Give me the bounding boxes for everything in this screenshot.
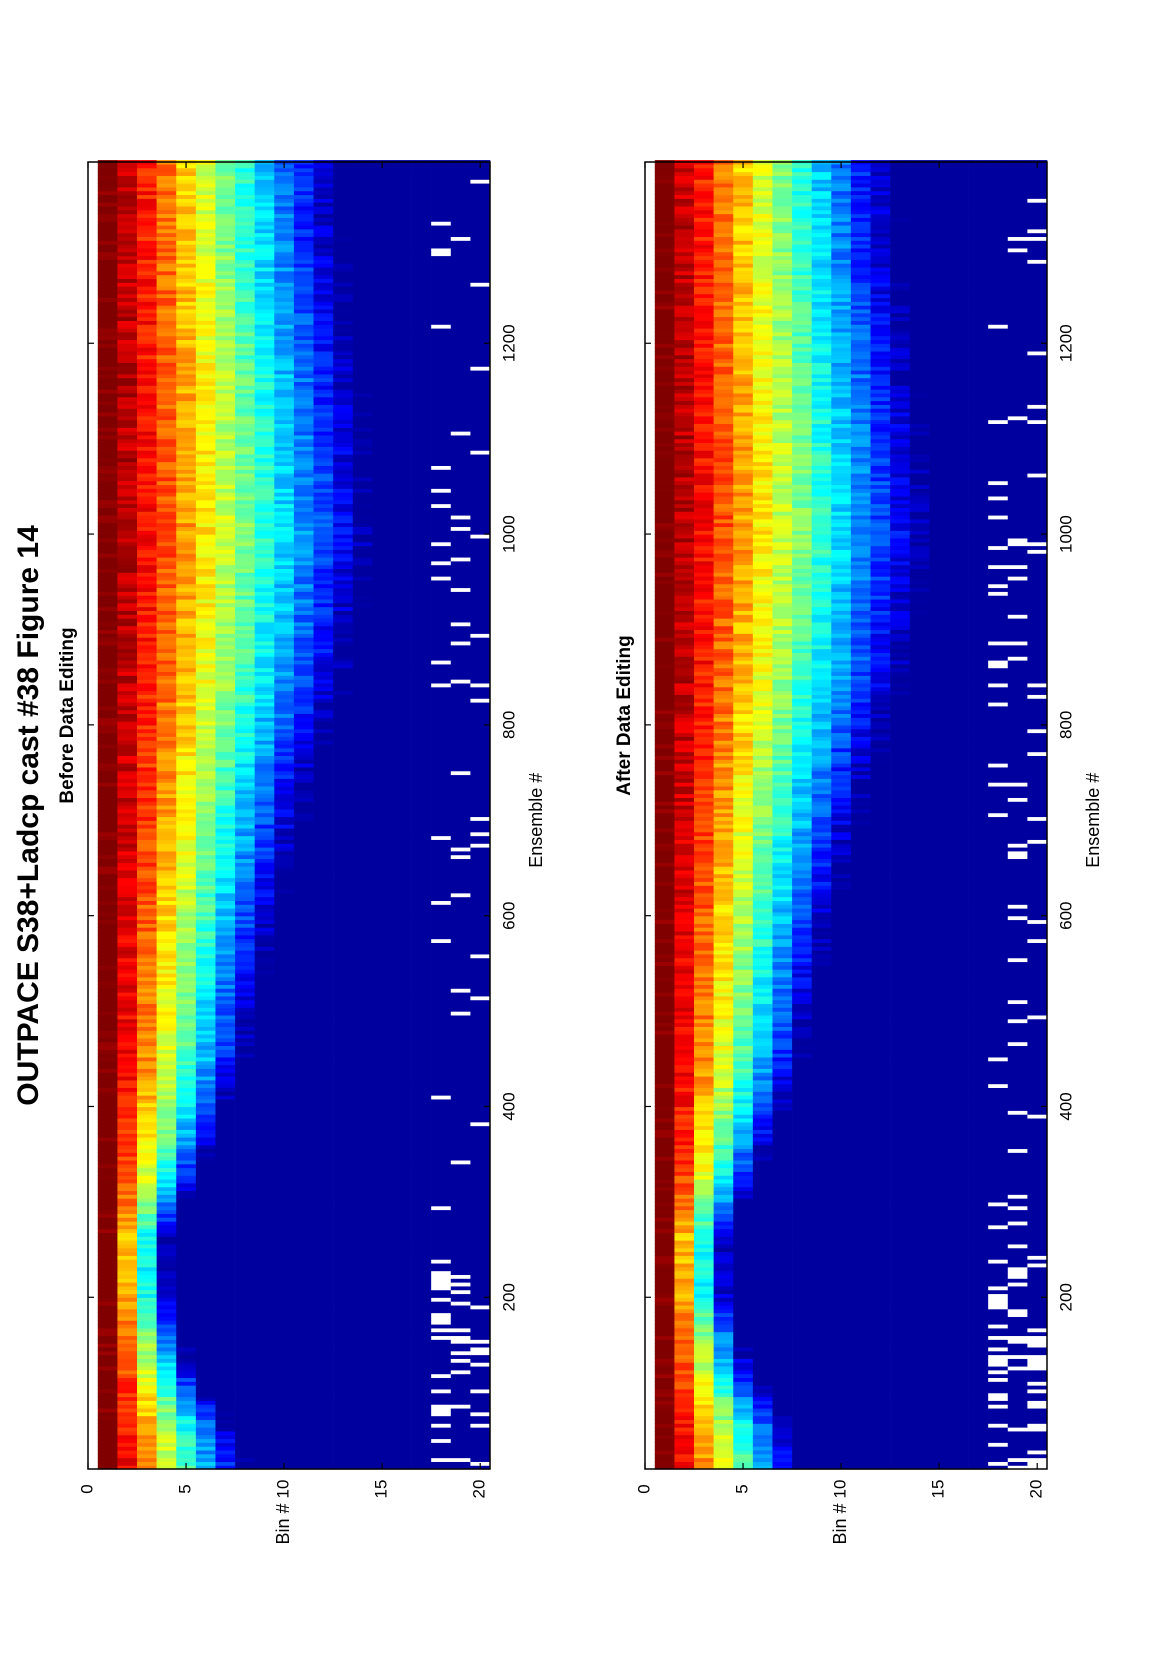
x-tick-label: 1000 bbox=[1056, 515, 1075, 553]
x-tick-label: 800 bbox=[499, 711, 518, 739]
panel-title: Before Data Editing bbox=[57, 627, 78, 803]
panel-after-editing: After Data Editing 20040060080010001200 … bbox=[614, 160, 1103, 1545]
x-tick-label: 1200 bbox=[1056, 324, 1075, 362]
x-axis-ticks: 200 400 600 800 1000 1200 bbox=[88, 324, 518, 1311]
y-axis-ticks: 0 5 10 15 20 bbox=[77, 162, 489, 1499]
heatmap-image bbox=[645, 160, 1048, 1470]
y-tick-label: 5 bbox=[176, 1484, 195, 1493]
x-axis-label: Ensemble # bbox=[1083, 773, 1103, 868]
y-axis-ticks: 0 5 10 15 20 bbox=[634, 162, 1046, 1499]
plot-frame bbox=[644, 161, 1048, 1470]
x-tick-label: 400 bbox=[499, 1092, 518, 1120]
x-tick-label: 600 bbox=[499, 901, 518, 929]
y-tick-label: 20 bbox=[1027, 1480, 1046, 1499]
figure-title: OUTPACE S38+Ladcp cast #38 Figure 14 bbox=[12, 525, 45, 1106]
panel-before-editing: Before Data Editing 20040060080010001200… bbox=[57, 160, 546, 1545]
y-axis-label: Bin # bbox=[273, 1503, 293, 1544]
x-tick-label: 200 bbox=[499, 1283, 518, 1311]
x-tick-label: 1200 bbox=[499, 324, 518, 362]
y-tick-label: 15 bbox=[372, 1480, 391, 1499]
x-tick-label: 200 bbox=[1056, 1283, 1075, 1311]
y-tick-label: 10 bbox=[831, 1480, 850, 1499]
panel-title: After Data Editing bbox=[614, 635, 635, 795]
y-tick-label: 0 bbox=[634, 1484, 653, 1493]
x-tick-label: 600 bbox=[1056, 901, 1075, 929]
y-tick-label: 20 bbox=[470, 1480, 489, 1499]
x-axis-label: Ensemble # bbox=[526, 773, 546, 868]
y-tick-label: 15 bbox=[929, 1480, 948, 1499]
x-tick-label: 1000 bbox=[499, 515, 518, 553]
heatmap-image bbox=[88, 160, 491, 1470]
y-axis-label: Bin # bbox=[830, 1503, 850, 1544]
x-tick-label: 400 bbox=[1056, 1092, 1075, 1120]
y-tick-label: 10 bbox=[274, 1480, 293, 1499]
y-tick-label: 5 bbox=[733, 1484, 752, 1493]
plot-frame bbox=[87, 161, 491, 1470]
x-tick-label: 800 bbox=[1056, 711, 1075, 739]
x-axis-ticks: 200 400 600 800 1000 1200 bbox=[645, 324, 1075, 1311]
y-tick-label: 0 bbox=[77, 1484, 96, 1493]
